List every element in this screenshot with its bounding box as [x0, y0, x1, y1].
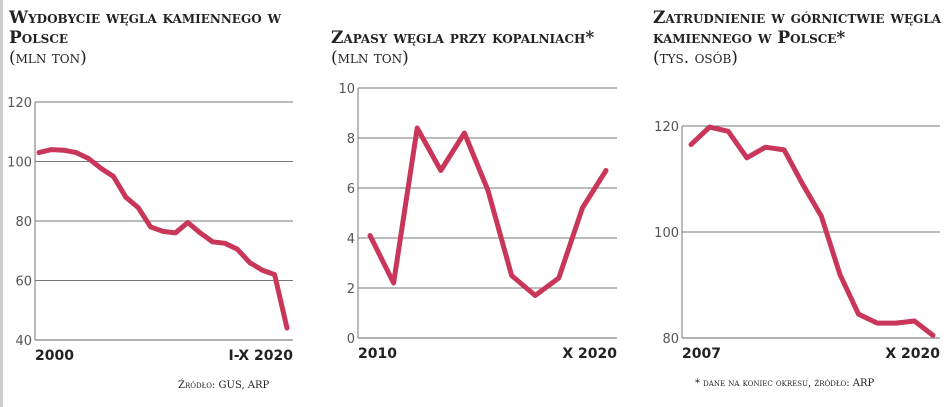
- chart2-series-line: [367, 125, 609, 298]
- chart1-xlabel-end: I-X 2020: [228, 348, 293, 364]
- chart2-ytick-label: 4: [347, 232, 355, 247]
- chart1-ytick-label: 40: [15, 334, 32, 349]
- chart2-ytick-label: 0: [347, 332, 355, 347]
- chart3-xlabel-start: 2007: [682, 346, 721, 362]
- chart3-ytick-label: 80: [662, 332, 679, 347]
- chart2-ytick-label: 10: [338, 82, 355, 97]
- chart1-source: Źródło: GUS, ARP: [178, 380, 270, 391]
- chart1-ytick-label: 60: [15, 275, 32, 290]
- chart3-ytick-label: 120: [654, 120, 679, 135]
- chart3-title: Zatrudnienie w górnictwie węgla kamienne…: [653, 8, 942, 68]
- chart1-series-line: [36, 147, 290, 331]
- chart1-title: Wydobycie węgla kamiennego w Polsce (mln …: [9, 8, 282, 68]
- chart1-ytick-label: 80: [15, 215, 32, 230]
- chart2-ytick-label: 2: [347, 282, 355, 297]
- chart3-series-line: [688, 124, 936, 338]
- charts-svg: 40 60 80 100 120 2000 I-X 2020 0 2 4 6 8 10 2010 X 202…: [7, 82, 940, 364]
- chart1-xlabel-start: 2000: [35, 348, 74, 364]
- chart2-ytick-label: 8: [347, 132, 355, 147]
- chart2-xlabel-end: X 2020: [562, 346, 617, 362]
- chart3-ytick-label: 100: [654, 226, 679, 241]
- chart1-ytick-label: 100: [7, 156, 32, 171]
- chart2-xlabel-start: 2010: [358, 346, 397, 362]
- chart3-source: * dane na koniec okresu, źródło: ARP: [695, 378, 875, 389]
- chart3-xlabel-end: X 2020: [885, 346, 940, 362]
- chart2-ytick-label: 6: [347, 182, 355, 197]
- chart1-ytick-label: 120: [7, 96, 32, 111]
- chart2-title: Zapasy węgla przy kopalniach* (mln ton): [331, 28, 595, 68]
